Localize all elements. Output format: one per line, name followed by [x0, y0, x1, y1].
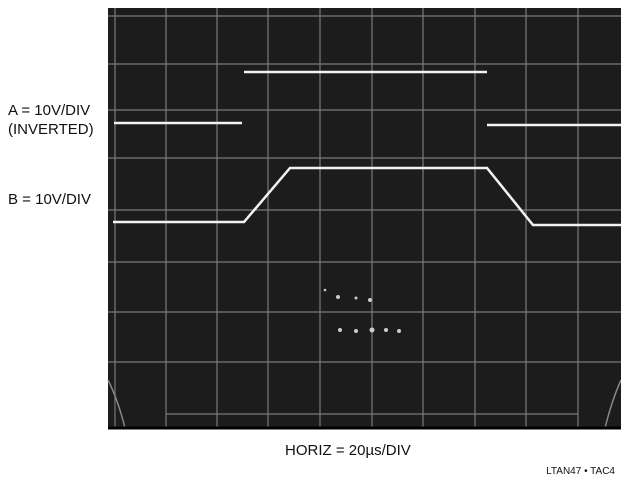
scope-screen: [108, 8, 621, 428]
label-b: B = 10V/DIV: [8, 191, 91, 208]
graticule: [108, 8, 621, 428]
trace-a: [114, 70, 621, 127]
figure-id: LTAN47 • TAC4: [546, 466, 615, 477]
dots: [323, 288, 401, 333]
screen-edge: [107, 379, 621, 429]
trace-b: [113, 166, 621, 227]
label-a: A = 10V/DIV: [8, 102, 91, 119]
label-a-note: (INVERTED): [8, 121, 94, 138]
label-horizontal: HORIZ = 20µs/DIV: [285, 442, 411, 459]
